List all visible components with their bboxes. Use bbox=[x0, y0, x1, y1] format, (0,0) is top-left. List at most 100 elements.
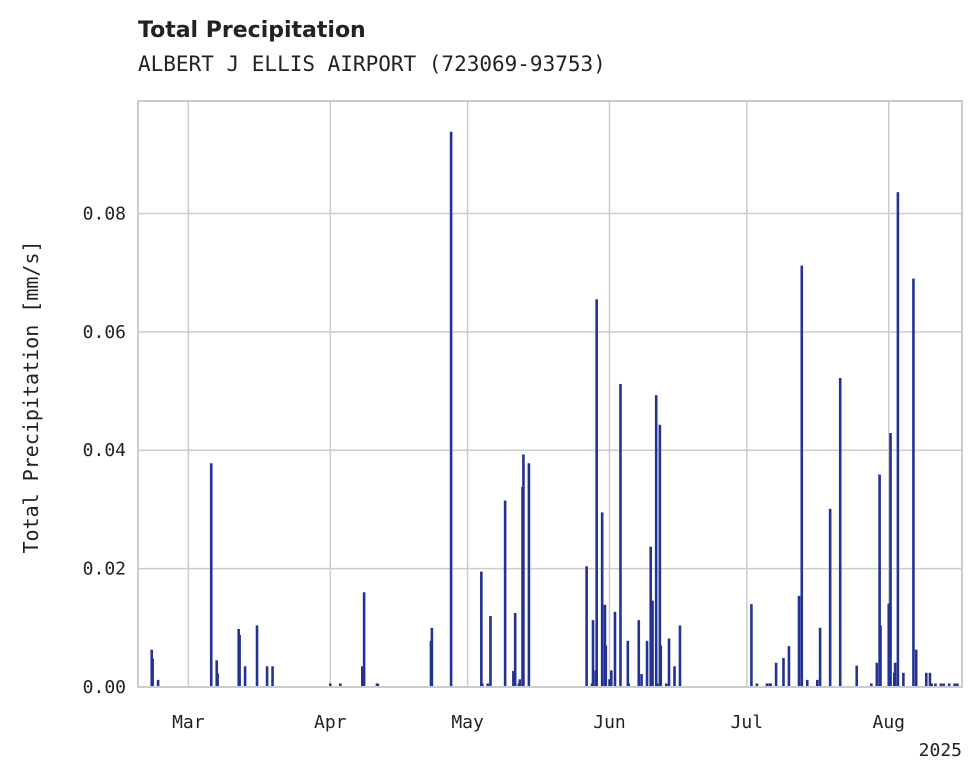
y-tick-label: 0.06 bbox=[83, 322, 126, 343]
precip-bar bbox=[209, 463, 213, 687]
precip-bar bbox=[489, 615, 492, 687]
bars-group bbox=[150, 131, 959, 688]
precip-bar bbox=[604, 645, 608, 687]
precip-bar bbox=[769, 683, 772, 687]
precip-bar bbox=[361, 666, 364, 687]
precip-bar bbox=[216, 673, 219, 687]
precip-bar bbox=[667, 638, 671, 687]
precip-bar bbox=[956, 683, 959, 687]
precip-bar bbox=[953, 683, 956, 687]
precip-bar bbox=[522, 454, 525, 687]
precip-bar bbox=[613, 611, 617, 687]
grid-lines bbox=[138, 101, 962, 688]
precip-bar bbox=[527, 463, 531, 687]
precip-bar bbox=[655, 683, 659, 687]
precip-bar bbox=[649, 546, 653, 687]
precip-bar bbox=[673, 666, 676, 687]
precip-bar bbox=[513, 613, 517, 687]
precip-bar bbox=[626, 640, 630, 687]
precip-bar bbox=[339, 683, 342, 687]
precip-bar bbox=[449, 131, 453, 688]
precip-bar bbox=[889, 433, 892, 687]
x-tick-label: Jun bbox=[593, 712, 626, 733]
chart-subtitle: ALBERT J ELLIS AIRPORT (723069-93753) bbox=[138, 52, 606, 76]
precip-bar bbox=[637, 620, 641, 687]
x-tick-label: Jul bbox=[731, 712, 764, 733]
precip-bar bbox=[156, 679, 160, 687]
precip-bar bbox=[480, 683, 484, 687]
precip-bar bbox=[503, 500, 507, 687]
precip-bar bbox=[896, 192, 900, 687]
y-axis-label: Total Precipitation [mm/s] bbox=[19, 240, 43, 553]
precip-bar bbox=[870, 683, 873, 687]
precip-bar bbox=[818, 627, 822, 687]
precip-bar bbox=[595, 299, 598, 687]
x-tick-labels: Mar Apr May Jun Jul Aug bbox=[172, 712, 905, 733]
precip-bar bbox=[805, 679, 809, 687]
precip-bar bbox=[238, 634, 241, 687]
y-tick-labels: 0.00 0.02 0.04 0.06 0.08 bbox=[83, 203, 126, 698]
precip-bar bbox=[651, 600, 654, 687]
x-tick-label: May bbox=[451, 712, 484, 733]
precip-bar bbox=[765, 683, 769, 687]
precip-bar bbox=[800, 265, 804, 687]
y-tick-label: 0.08 bbox=[83, 203, 126, 224]
year-label: 2025 bbox=[919, 740, 962, 761]
precip-bar bbox=[924, 672, 928, 687]
precip-bar bbox=[658, 424, 662, 687]
precip-bar bbox=[600, 512, 604, 687]
precip-bar bbox=[787, 646, 791, 687]
precip-bar bbox=[591, 620, 595, 687]
precip-bar bbox=[939, 683, 943, 687]
precip-bar bbox=[610, 670, 613, 687]
precip-bar bbox=[362, 592, 366, 687]
precip-bar bbox=[486, 683, 490, 687]
precip-bar bbox=[750, 604, 753, 687]
precip-bar bbox=[875, 662, 879, 687]
precip-bar bbox=[893, 662, 897, 687]
precip-bar bbox=[914, 649, 918, 687]
x-tick-label: Apr bbox=[314, 712, 347, 733]
precip-bar bbox=[255, 625, 259, 687]
precip-bar bbox=[855, 665, 859, 687]
y-tick-label: 0.02 bbox=[83, 559, 126, 580]
precip-bar bbox=[664, 683, 668, 687]
plot-frame bbox=[137, 100, 963, 688]
precip-bar bbox=[879, 625, 882, 687]
precip-bar bbox=[430, 627, 434, 687]
precip-bar bbox=[928, 672, 932, 687]
precip-bar bbox=[265, 666, 269, 687]
precip-bar bbox=[797, 595, 801, 687]
precip-bar bbox=[512, 671, 515, 687]
precip-bar bbox=[518, 679, 522, 687]
x-tick-label: Mar bbox=[172, 712, 205, 733]
precip-bar bbox=[828, 508, 832, 687]
precip-bar bbox=[774, 662, 778, 687]
precip-bar bbox=[912, 278, 915, 687]
precip-bar bbox=[902, 672, 905, 687]
precip-bar bbox=[654, 395, 658, 687]
y-tick-label: 0.00 bbox=[83, 677, 126, 698]
precip-bar bbox=[678, 625, 682, 687]
precip-bar bbox=[659, 645, 663, 687]
precip-bar bbox=[930, 683, 934, 687]
precip-bar bbox=[755, 683, 759, 687]
precip-bar bbox=[942, 683, 945, 687]
chart-title: Total Precipitation bbox=[138, 18, 366, 43]
precip-bar bbox=[645, 640, 649, 687]
precip-bar bbox=[619, 383, 622, 687]
precip-bar bbox=[878, 474, 881, 687]
precip-bar bbox=[816, 679, 819, 687]
precip-bar bbox=[480, 571, 483, 687]
precip-bar bbox=[887, 603, 891, 687]
precip-bar bbox=[376, 683, 380, 687]
precip-bar bbox=[627, 683, 631, 687]
precip-bar bbox=[271, 666, 274, 687]
precip-bar bbox=[782, 657, 785, 687]
y-tick-label: 0.04 bbox=[83, 440, 126, 461]
precip-bar bbox=[328, 683, 332, 687]
precip-bar bbox=[934, 683, 937, 687]
precip-bar bbox=[243, 666, 247, 687]
precip-bar bbox=[640, 673, 643, 687]
